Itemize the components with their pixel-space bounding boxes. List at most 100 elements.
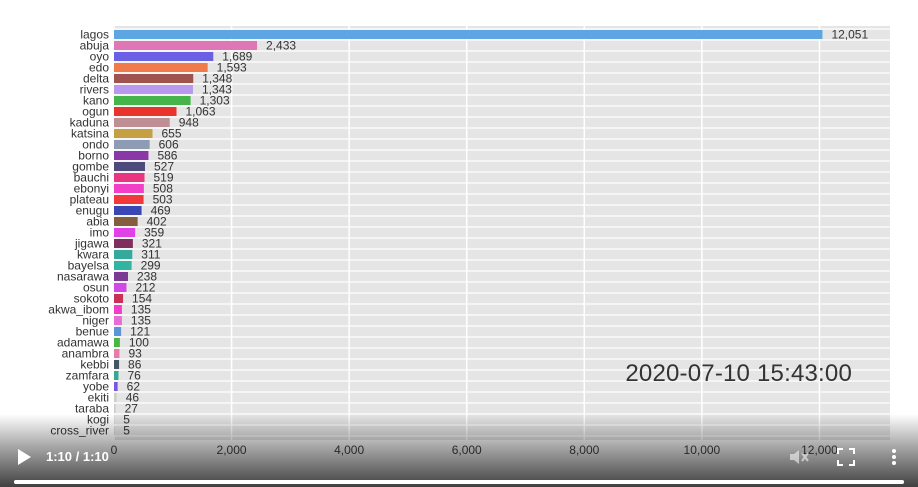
category-label: niger: [82, 314, 109, 328]
bar-ekiti: [114, 393, 117, 402]
value-label: 311: [141, 248, 160, 262]
value-label: 655: [162, 127, 182, 141]
value-label: 1,689: [222, 50, 252, 64]
value-label: 586: [157, 149, 177, 163]
value-label: 76: [127, 369, 141, 383]
bar-lagos: [114, 30, 823, 39]
bar-imo: [114, 228, 136, 237]
category-label: kebbi: [80, 358, 109, 372]
bar-katsina: [114, 129, 153, 138]
bar-jigawa: [114, 239, 133, 248]
value-label: 238: [137, 270, 157, 284]
category-label: anambra: [62, 347, 110, 361]
bar-ebonyi: [114, 184, 144, 193]
bar-osun: [114, 283, 127, 292]
value-label: 1,063: [185, 105, 215, 119]
bar-kano: [114, 96, 191, 105]
time-display: 1:10 / 1:10: [46, 449, 109, 464]
video-controls-bar: [0, 414, 918, 487]
value-label: 86: [128, 358, 142, 372]
value-label: 93: [128, 347, 142, 361]
category-label: kwara: [77, 248, 109, 262]
value-label: 321: [142, 237, 162, 251]
value-label: 1,593: [217, 61, 247, 75]
bar-ondo: [114, 140, 150, 149]
category-label: akwa_ibom: [48, 303, 109, 317]
value-label: 359: [144, 226, 164, 240]
category-label: edo: [89, 61, 109, 75]
bar-akwa_ibom: [114, 305, 122, 314]
bar-nasarawa: [114, 272, 128, 281]
value-label: 12,051: [831, 28, 868, 42]
bar-taraba: [114, 404, 116, 413]
category-label: borno: [78, 149, 109, 163]
bar-anambra: [114, 349, 120, 358]
category-label: yobe: [83, 380, 109, 394]
progress-fill: [14, 480, 904, 484]
bar-kebbi: [114, 360, 120, 369]
category-label: ondo: [82, 138, 109, 152]
value-label: 27: [125, 402, 139, 416]
category-label: ogun: [82, 105, 109, 119]
category-label: ebonyi: [74, 182, 109, 196]
value-label: 1,303: [200, 94, 230, 108]
value-label: 1,343: [202, 83, 232, 97]
value-label: 1,348: [202, 72, 232, 86]
category-label: nasarawa: [57, 270, 109, 284]
category-label: adamawa: [57, 336, 109, 350]
bar-plateau: [114, 195, 144, 204]
bar-gombe: [114, 162, 145, 171]
category-label: katsina: [71, 127, 109, 141]
bar-delta: [114, 74, 194, 83]
volume-muted-icon[interactable]: [788, 447, 810, 467]
value-label: 62: [127, 380, 141, 394]
category-label: kano: [83, 94, 109, 108]
value-label: 508: [153, 182, 173, 196]
category-label: osun: [83, 281, 109, 295]
bar-adamawa: [114, 338, 120, 347]
value-label: 135: [131, 314, 151, 328]
value-label: 46: [126, 391, 140, 405]
progress-bar[interactable]: [14, 480, 904, 484]
value-label: 212: [135, 281, 155, 295]
value-label: 2,433: [266, 39, 296, 53]
value-label: 154: [132, 292, 152, 306]
bar-bauchi: [114, 173, 145, 182]
bar-rivers: [114, 85, 193, 94]
bar-borno: [114, 151, 149, 160]
category-label: bauchi: [74, 171, 109, 185]
bar-niger: [114, 316, 122, 325]
category-label: ekiti: [88, 391, 109, 405]
chart-timestamp: 2020-07-10 15:43:00: [625, 360, 852, 387]
category-label: enugu: [76, 204, 109, 218]
value-label: 606: [159, 138, 179, 152]
value-label: 519: [154, 171, 174, 185]
bar-kwara: [114, 250, 133, 259]
bar-sokoto: [114, 294, 124, 303]
bar-ogun: [114, 107, 177, 116]
value-label: 469: [151, 204, 171, 218]
category-label: benue: [76, 325, 110, 339]
category-label: abia: [86, 215, 109, 229]
bar-abuja: [114, 41, 258, 50]
category-label: sokoto: [74, 292, 110, 306]
value-label: 121: [130, 325, 150, 339]
value-label: 299: [141, 259, 161, 273]
category-label: lagos: [80, 28, 109, 42]
category-label: taraba: [75, 402, 109, 416]
category-label: oyo: [90, 50, 110, 64]
category-label: rivers: [80, 83, 109, 97]
value-label: 135: [131, 303, 151, 317]
value-label: 402: [147, 215, 167, 229]
bar-zamfara: [114, 371, 119, 380]
bar-enugu: [114, 206, 142, 215]
category-label: abuja: [80, 39, 110, 53]
category-label: imo: [90, 226, 110, 240]
value-label: 100: [129, 336, 149, 350]
more-vertical-icon[interactable]: [886, 447, 902, 467]
fullscreen-icon[interactable]: [837, 448, 855, 466]
bar-kaduna: [114, 118, 170, 127]
play-icon[interactable]: [14, 448, 34, 466]
